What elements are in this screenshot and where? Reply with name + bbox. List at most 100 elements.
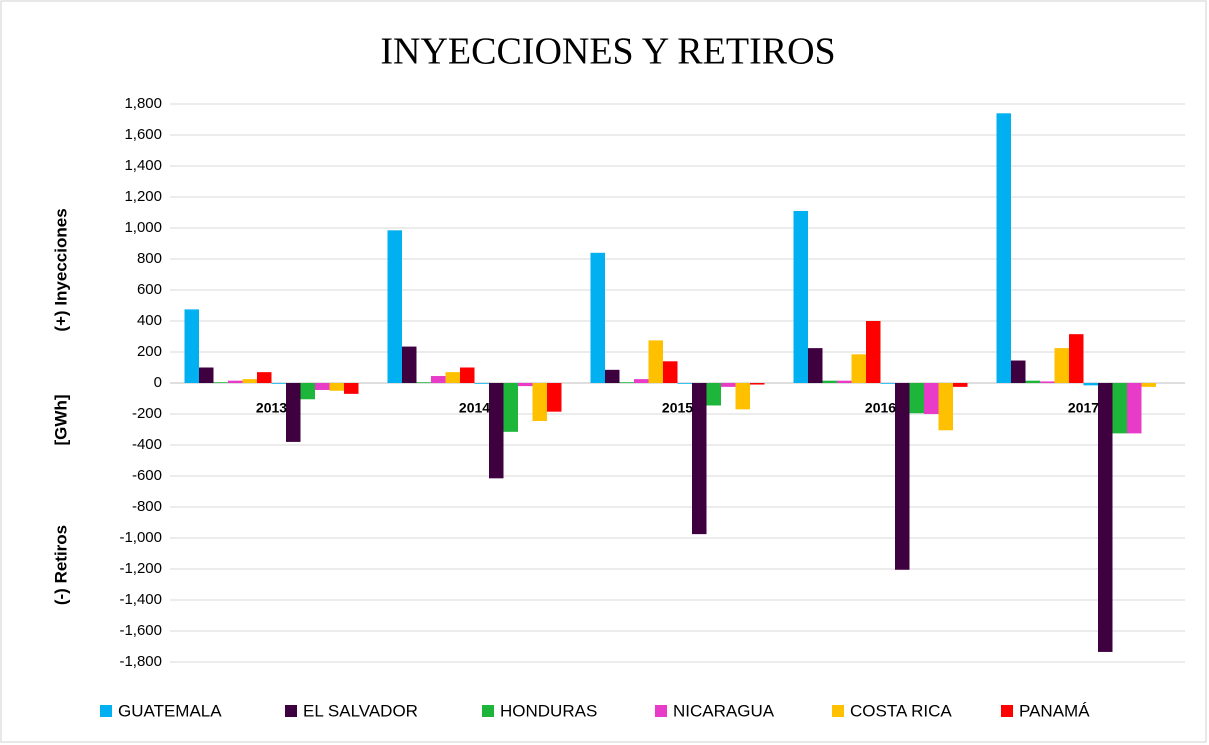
bar (895, 383, 910, 570)
bar (924, 383, 939, 414)
x-tick-label: 2013 (256, 400, 287, 416)
y-tick-label: -1,800 (119, 653, 162, 670)
bar (880, 383, 895, 384)
bar (1127, 383, 1142, 434)
y-axis-label: (+) Inyecciones (51, 208, 70, 331)
bar (228, 380, 243, 383)
bar (532, 383, 547, 421)
bar (996, 113, 1011, 384)
bar (663, 361, 678, 383)
bar (648, 340, 663, 383)
y-axis-label: (-) Retiros (51, 525, 70, 605)
legend-label: COSTA RICA (850, 701, 952, 720)
bar (735, 383, 750, 410)
legend-swatch (285, 705, 297, 717)
y-tick-label: 600 (137, 281, 162, 298)
legend-label: HONDURAS (500, 701, 597, 720)
bar (518, 383, 533, 387)
bar (634, 379, 649, 383)
x-tick-label: 2014 (459, 400, 490, 416)
bar (474, 383, 489, 384)
y-tick-label: -1,600 (119, 622, 162, 639)
legend-label: PANAMÁ (1019, 701, 1090, 720)
y-tick-label: -1,000 (119, 529, 162, 546)
bar (1112, 383, 1127, 434)
bar (1025, 380, 1040, 383)
chart-title: INYECCIONES Y RETIROS (380, 31, 835, 73)
bar (489, 383, 504, 479)
legend-swatch (1001, 705, 1013, 717)
y-tick-label: -800 (132, 498, 162, 515)
bar (184, 309, 199, 383)
bar (271, 383, 286, 384)
y-tick-label: 1,600 (124, 126, 162, 143)
bar (1040, 381, 1055, 383)
y-tick-label: 1,200 (124, 188, 162, 205)
bar (329, 383, 344, 391)
legend-swatch (832, 705, 844, 717)
bar (387, 230, 402, 383)
bar (938, 383, 953, 431)
bar (416, 382, 431, 383)
bar (1054, 348, 1069, 383)
y-tick-label: -1,200 (119, 560, 162, 577)
x-tick-label: 2017 (1068, 400, 1099, 416)
x-tick-label: 2015 (662, 400, 693, 416)
bar (590, 252, 605, 383)
y-tick-label: 200 (137, 343, 162, 360)
bar (953, 383, 968, 387)
y-tick-label: 800 (137, 250, 162, 267)
bar (257, 372, 272, 383)
bar (619, 382, 634, 383)
bar (605, 369, 620, 383)
bar (866, 321, 881, 383)
bar (750, 383, 765, 385)
legend-label: NICARAGUA (673, 701, 775, 720)
legend-swatch (482, 705, 494, 717)
y-tick-label: 400 (137, 312, 162, 329)
y-tick-label: 1,400 (124, 157, 162, 174)
bar (677, 383, 692, 384)
bar (851, 354, 866, 383)
bar (315, 383, 330, 390)
bar (793, 210, 808, 383)
bar (286, 383, 301, 442)
bar (300, 383, 315, 400)
bar (344, 383, 359, 394)
bar (242, 379, 257, 383)
bar (1098, 383, 1113, 652)
y-tick-label: -400 (132, 436, 162, 453)
y-tick-label: -200 (132, 405, 162, 422)
bar (547, 383, 562, 412)
y-tick-label: 1,800 (124, 95, 162, 112)
y-tick-label: -1,400 (119, 591, 162, 608)
bar (402, 346, 417, 383)
bar (909, 383, 924, 414)
bar (445, 372, 460, 383)
bar (213, 382, 228, 383)
legend-swatch (655, 705, 667, 717)
bar (460, 367, 475, 383)
bar (1083, 383, 1098, 386)
bar (822, 380, 837, 383)
bar (837, 380, 852, 383)
bar (1011, 360, 1026, 383)
y-axis-unit: [GWh] (51, 395, 70, 446)
bar (808, 348, 823, 383)
bar (431, 376, 446, 383)
bar (199, 367, 214, 383)
bar (721, 383, 736, 387)
legend-swatch (100, 705, 112, 717)
y-tick-label: -600 (132, 467, 162, 484)
x-tick-label: 2016 (865, 400, 896, 416)
y-tick-label: 0 (154, 374, 162, 391)
bar (503, 383, 518, 432)
bar (692, 383, 707, 535)
y-tick-label: 1,000 (124, 219, 162, 236)
bar (1141, 383, 1156, 387)
legend-label: GUATEMALA (118, 701, 222, 720)
bar (1069, 334, 1084, 383)
bar (706, 383, 721, 406)
legend-label: EL SALVADOR (303, 701, 418, 720)
